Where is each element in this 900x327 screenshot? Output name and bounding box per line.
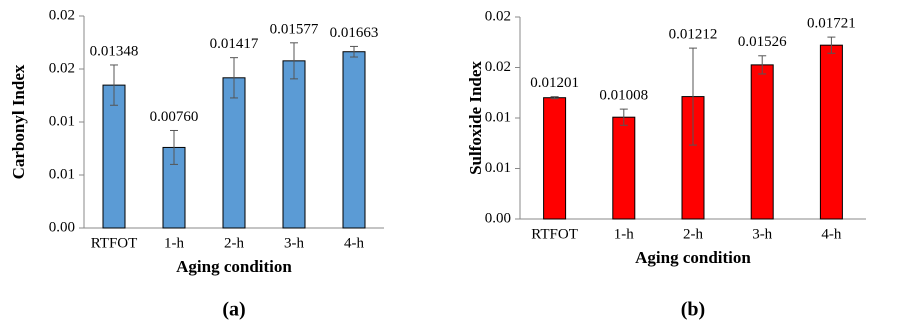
y-tick-label: 0.00 <box>485 210 511 226</box>
data-label: 0.00760 <box>150 109 199 125</box>
y-axis-label: Sulfoxide Index <box>466 61 485 175</box>
x-tick-label: RTFOT <box>91 235 138 251</box>
data-label: 0.01008 <box>599 88 648 104</box>
data-label: 0.01577 <box>270 21 319 37</box>
y-tick-label: 0.02 <box>485 8 511 24</box>
x-tick-label: 4-h <box>344 235 364 251</box>
x-tick-label: 1-h <box>164 235 184 251</box>
bar <box>342 51 366 229</box>
x-tick-label: 2-h <box>224 235 244 251</box>
x-tick-label: 3-h <box>284 235 304 251</box>
x-tick-label: 1-h <box>614 226 634 242</box>
y-tick-label: 0.01 <box>49 113 75 129</box>
y-tick-label: 0.01 <box>485 160 511 176</box>
data-label: 0.01348 <box>90 43 139 59</box>
data-label: 0.01663 <box>330 25 379 41</box>
bar <box>750 64 774 220</box>
y-tick-label: 0.02 <box>49 60 75 76</box>
bar <box>102 84 126 229</box>
x-axis-label: Aging condition <box>635 248 751 267</box>
x-tick-label: RTFOT <box>531 226 578 242</box>
data-label: 0.01212 <box>669 27 718 43</box>
y-axis-label: Carbonyl Index <box>9 64 28 179</box>
bar <box>612 116 636 220</box>
panel-label: (b) <box>681 299 705 321</box>
data-label: 0.01721 <box>807 16 856 32</box>
y-tick-label: 0.02 <box>485 59 511 75</box>
bar <box>222 77 246 229</box>
x-tick-label: 3-h <box>752 226 772 242</box>
y-tick-label: 0.01 <box>485 109 511 125</box>
data-label: 0.01201 <box>530 75 579 91</box>
panel-label: (a) <box>222 299 245 321</box>
bar <box>819 44 843 220</box>
x-tick-label: 2-h <box>683 226 703 242</box>
bar <box>282 60 306 229</box>
data-label: 0.01417 <box>210 36 259 52</box>
x-tick-label: 4-h <box>821 226 841 242</box>
y-tick-label: 0.01 <box>49 166 75 182</box>
data-label: 0.01526 <box>738 34 787 50</box>
bar <box>543 97 567 220</box>
y-tick-label: 0.00 <box>49 219 75 235</box>
x-axis-label: Aging condition <box>176 257 292 276</box>
y-tick-label: 0.02 <box>49 7 75 23</box>
